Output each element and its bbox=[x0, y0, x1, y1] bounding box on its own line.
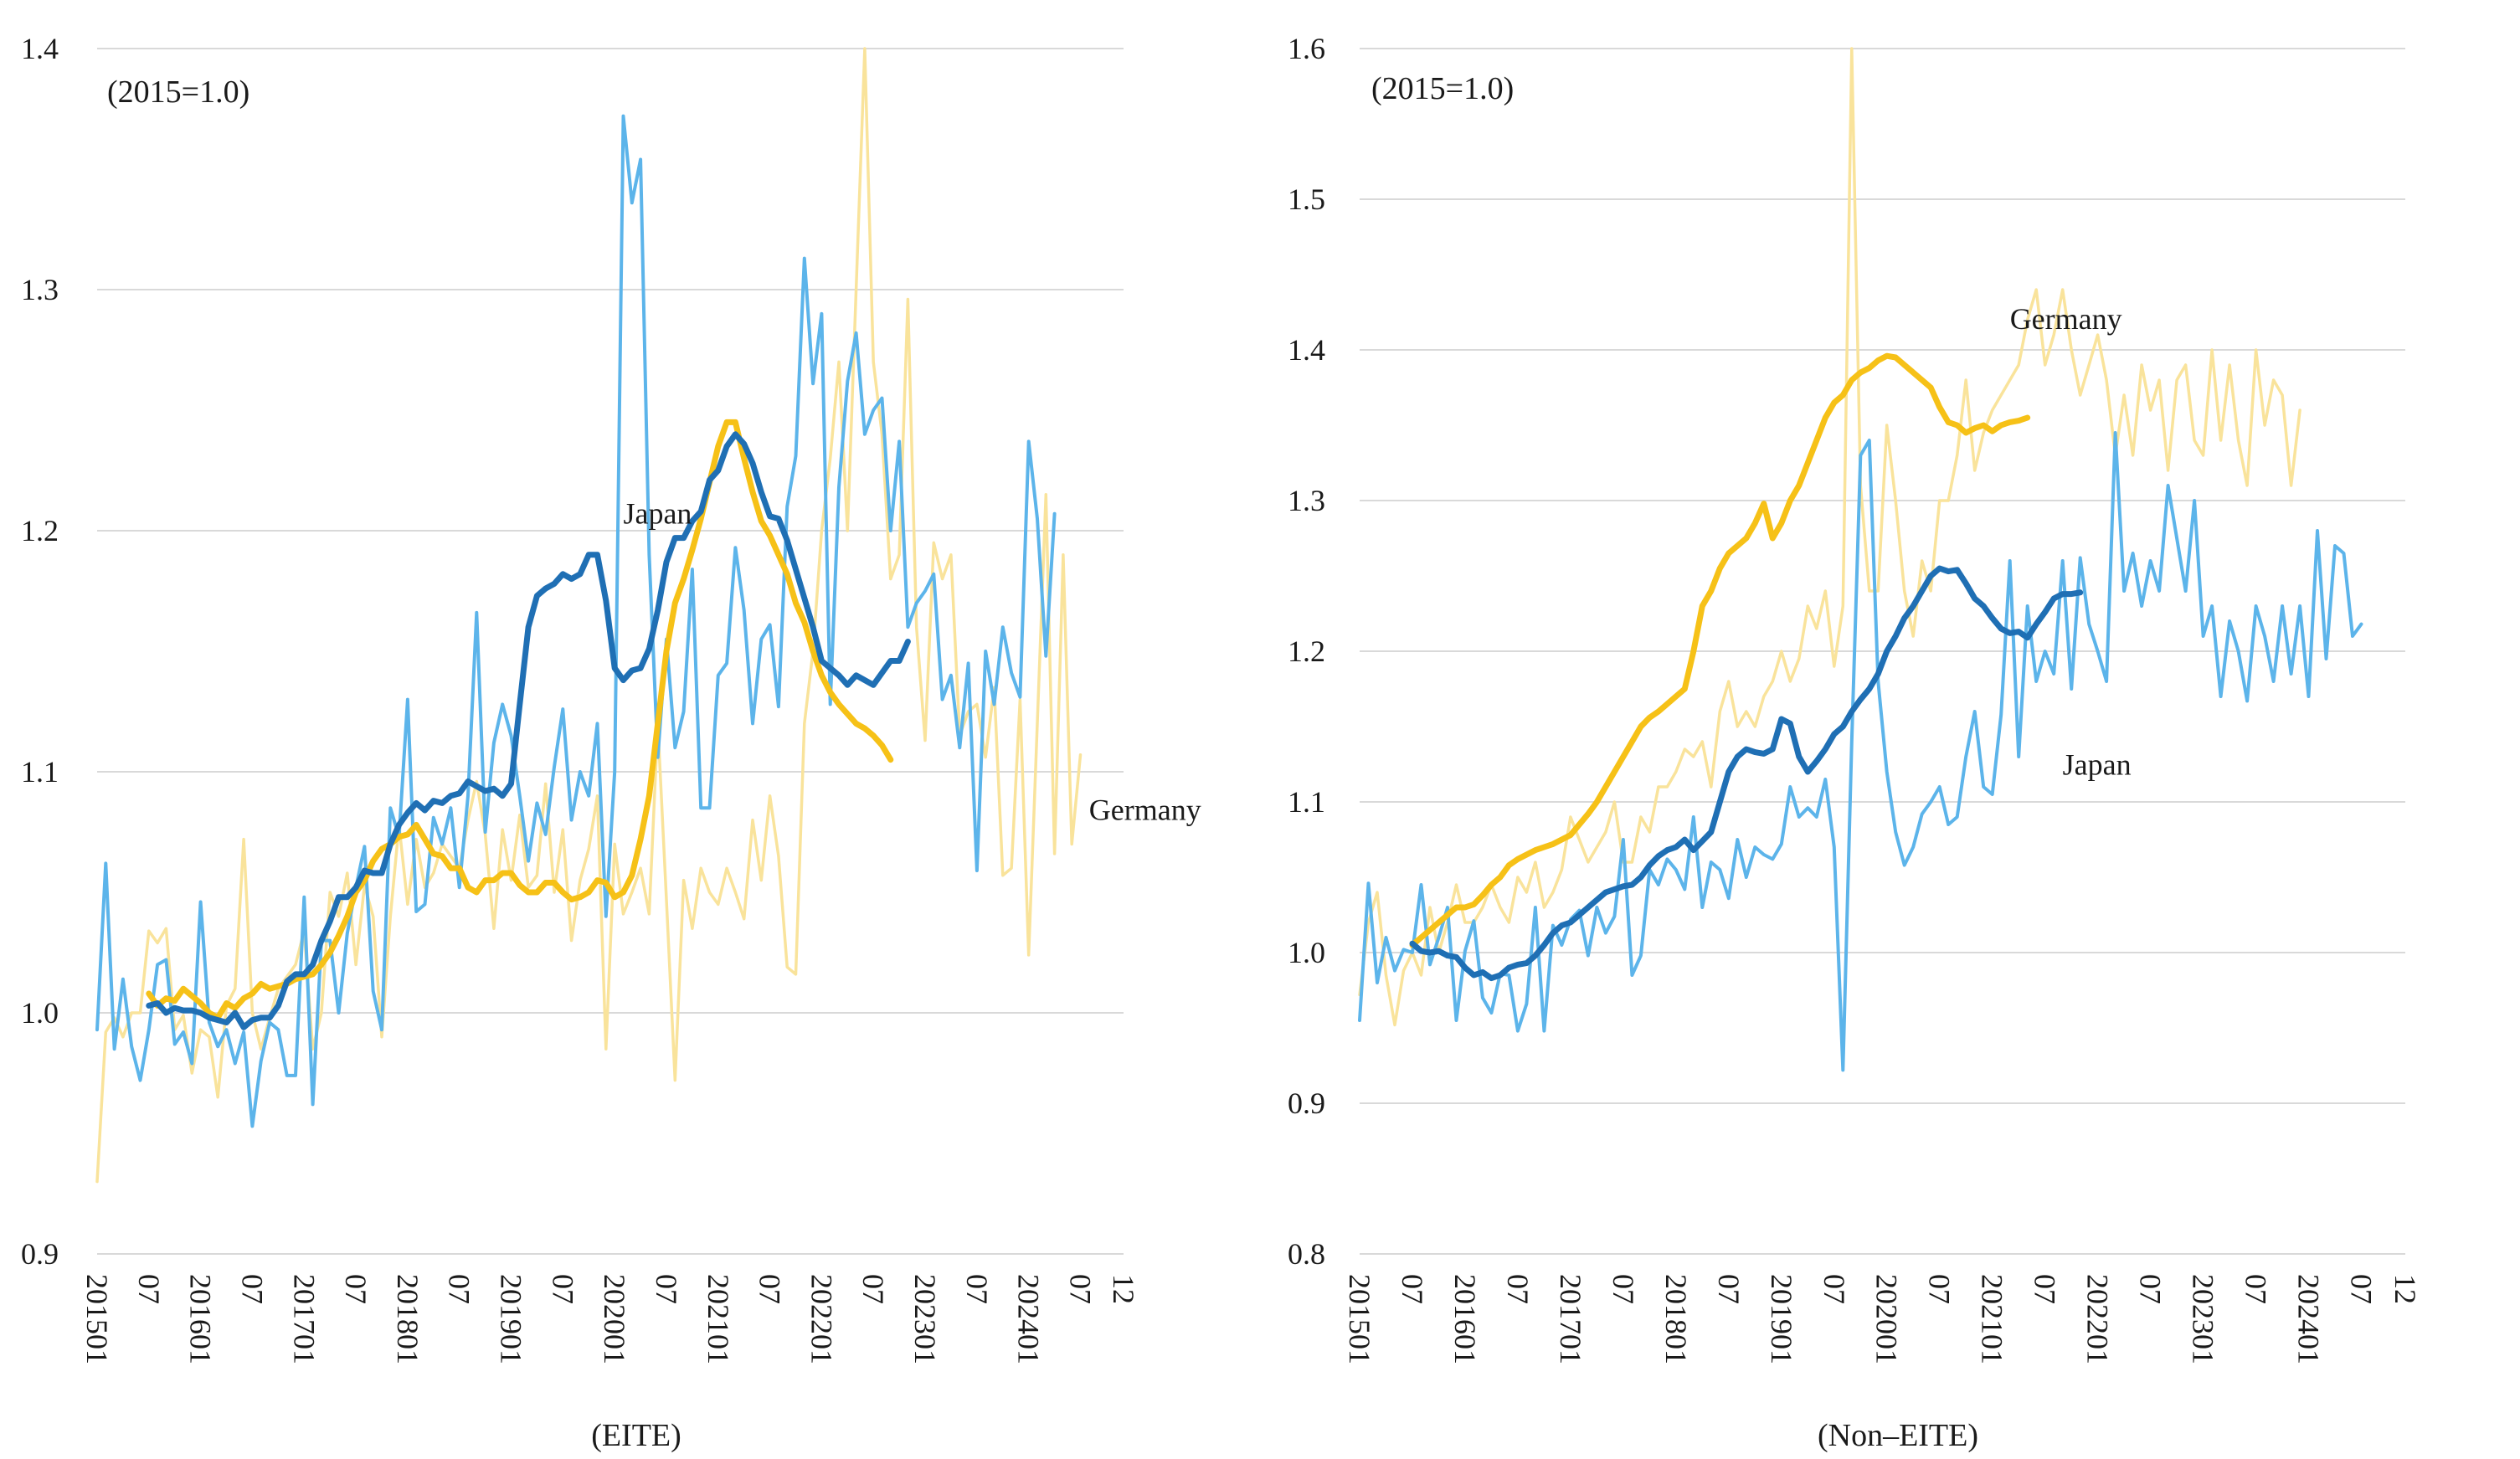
x-tick-label: 201701 bbox=[1554, 1274, 1587, 1364]
japan-moving-average-line bbox=[146, 431, 911, 1030]
x-tick-label: 201901 bbox=[1765, 1274, 1798, 1364]
x-tick-label: 201501 bbox=[80, 1274, 114, 1364]
japan-moving-average-line bbox=[1409, 565, 2084, 982]
x-tick-label: 07 bbox=[443, 1274, 476, 1304]
x-tick-label: 202101 bbox=[1976, 1274, 2009, 1364]
x-tick-label: 201601 bbox=[184, 1274, 218, 1364]
x-tick-label: 12 bbox=[2389, 1274, 2422, 1304]
y-axis-ticks: 0.9 1.0 1.1 1.2 1.3 1.4 bbox=[21, 32, 59, 1271]
x-tick-label: 07 bbox=[546, 1274, 579, 1304]
y-tick-label: 1.2 bbox=[1288, 634, 1325, 668]
y-tick-label: 1.5 bbox=[1288, 182, 1325, 216]
japan-series-label: Japan bbox=[623, 496, 692, 530]
y-tick-label: 1.2 bbox=[21, 514, 59, 547]
x-tick-label: 07 bbox=[2134, 1274, 2168, 1304]
x-tick-label: 07 bbox=[2345, 1274, 2379, 1304]
y-tick-label: 1.6 bbox=[1288, 32, 1325, 65]
y-tick-label: 1.4 bbox=[1288, 333, 1325, 367]
x-tick-label: 07 bbox=[1712, 1274, 1746, 1304]
y-tick-label: 1.0 bbox=[21, 996, 59, 1030]
chart-non-eite: 0.8 0.9 1.0 1.1 1.2 1.3 1.4 1.5 1.6 201501 07 2016… bbox=[1288, 32, 2422, 1453]
x-tick-label: 201501 bbox=[1343, 1274, 1376, 1364]
x-tick-label: 07 bbox=[856, 1274, 890, 1304]
series-lines bbox=[1358, 47, 2363, 1072]
x-tick-label: 07 bbox=[1063, 1274, 1097, 1304]
x-tick-label: 202201 bbox=[805, 1274, 838, 1364]
base-year-note: (2015=1.0) bbox=[107, 74, 249, 110]
gridlines bbox=[97, 48, 1124, 1255]
x-tick-label: 201801 bbox=[1659, 1274, 1693, 1364]
x-tick-label: 07 bbox=[2240, 1274, 2273, 1304]
x-tick-label: 07 bbox=[235, 1274, 269, 1304]
x-tick-label: 202001 bbox=[1870, 1274, 1904, 1364]
y-tick-label: 0.9 bbox=[1288, 1087, 1325, 1120]
germany-raw-line bbox=[95, 47, 1083, 1184]
japan-raw-line bbox=[95, 114, 1057, 1128]
series-lines bbox=[95, 47, 1083, 1184]
x-tick-label: 202301 bbox=[908, 1274, 942, 1364]
x-tick-label: 07 bbox=[960, 1274, 994, 1304]
x-tick-label: 201901 bbox=[495, 1274, 528, 1364]
x-tick-label: 07 bbox=[650, 1274, 683, 1304]
germany-raw-line bbox=[1358, 47, 2301, 1027]
japan-series-label: Japan bbox=[2063, 748, 2132, 782]
x-tick-label: 12 bbox=[1107, 1274, 1140, 1304]
x-axis-caption: (Non–EITE) bbox=[1818, 1418, 1978, 1453]
y-tick-label: 0.9 bbox=[21, 1237, 59, 1271]
x-tick-label: 202401 bbox=[1012, 1274, 1046, 1364]
y-tick-label: 0.8 bbox=[1288, 1237, 1325, 1271]
y-tick-label: 1.3 bbox=[1288, 484, 1325, 517]
x-tick-label: 07 bbox=[1607, 1274, 1640, 1304]
x-tick-label: 201801 bbox=[391, 1274, 424, 1364]
x-tick-label: 202301 bbox=[2187, 1274, 2220, 1364]
x-tick-label: 07 bbox=[753, 1274, 787, 1304]
series-labels: Japan Germany bbox=[623, 496, 1201, 826]
x-tick-label: 07 bbox=[339, 1274, 373, 1304]
gridlines bbox=[1360, 48, 2405, 1255]
x-tick-label: 201601 bbox=[1448, 1274, 1482, 1364]
germany-moving-average-line bbox=[146, 419, 894, 1021]
y-tick-label: 1.1 bbox=[21, 755, 59, 789]
y-tick-label: 1.3 bbox=[21, 273, 59, 306]
chart-eite: 0.9 1.0 1.1 1.2 1.3 1.4 201501 07 201601 07 20170… bbox=[21, 32, 1201, 1453]
y-axis-ticks: 0.8 0.9 1.0 1.1 1.2 1.3 1.4 1.5 1.6 bbox=[1288, 32, 1325, 1271]
x-axis-ticks: 201501 07 201601 07 201701 07 201801 07 201901 07… bbox=[80, 1274, 1140, 1364]
series-labels: Germany Japan bbox=[2010, 302, 2132, 782]
germany-series-label: Germany bbox=[2010, 302, 2122, 336]
x-axis-ticks: 201501 07 201601 07 201701 07 201801 07 201901 07… bbox=[1343, 1274, 2422, 1364]
y-tick-label: 1.0 bbox=[1288, 936, 1325, 969]
base-year-note: (2015=1.0) bbox=[1371, 71, 1514, 106]
x-tick-label: 07 bbox=[1501, 1274, 1535, 1304]
x-tick-label: 07 bbox=[1818, 1274, 1851, 1304]
y-tick-label: 1.4 bbox=[21, 32, 59, 65]
x-tick-label: 07 bbox=[1923, 1274, 1957, 1304]
x-tick-label: 07 bbox=[1396, 1274, 1429, 1304]
y-tick-label: 1.1 bbox=[1288, 785, 1325, 819]
x-axis-caption: (EITE) bbox=[591, 1418, 681, 1453]
japan-raw-line bbox=[1358, 431, 2363, 1072]
x-tick-label: 202201 bbox=[2081, 1274, 2115, 1364]
x-tick-label: 07 bbox=[132, 1274, 166, 1304]
x-tick-label: 202401 bbox=[2292, 1274, 2326, 1364]
x-tick-label: 201701 bbox=[287, 1274, 321, 1364]
x-tick-label: 07 bbox=[2029, 1274, 2062, 1304]
x-tick-label: 202001 bbox=[598, 1274, 631, 1364]
germany-moving-average-line bbox=[1409, 352, 2031, 948]
germany-series-label: Germany bbox=[1089, 794, 1201, 827]
x-tick-label: 202101 bbox=[702, 1274, 735, 1364]
